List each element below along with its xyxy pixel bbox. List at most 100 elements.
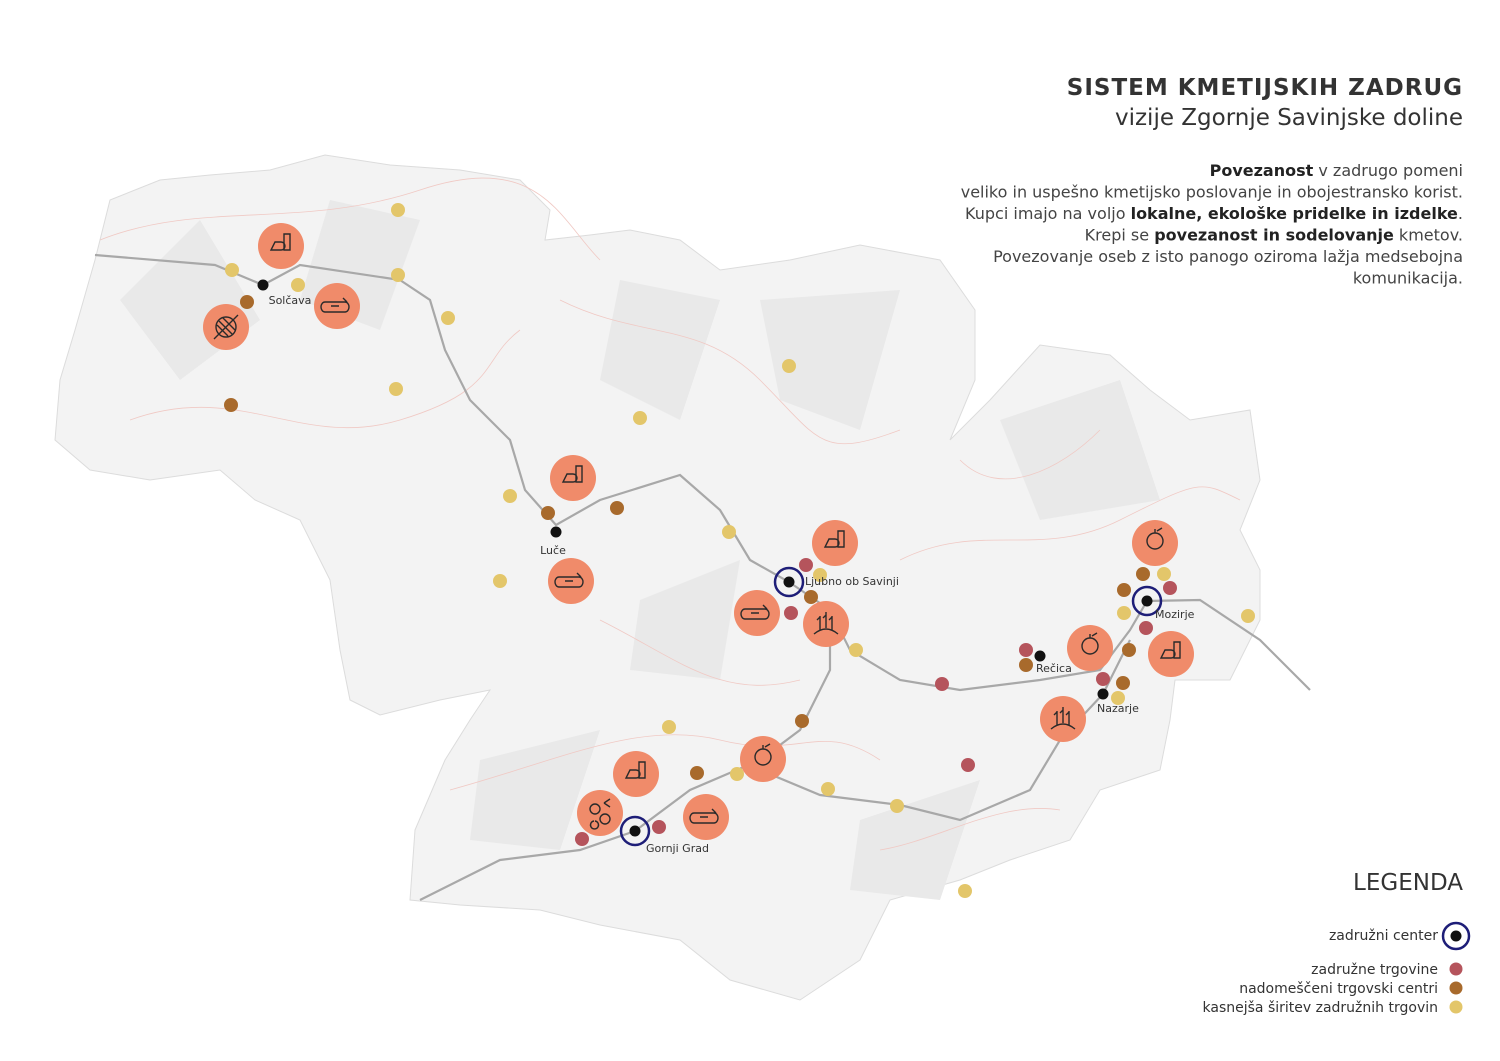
text: v zadrugo pomeni <box>1313 161 1463 180</box>
icon-glyph <box>1050 707 1076 730</box>
legend-dot <box>1449 981 1463 995</box>
shop-dot <box>391 203 405 217</box>
shop-dot <box>1117 606 1131 620</box>
shop-dot <box>1139 621 1153 635</box>
icon-circle <box>1148 631 1194 677</box>
shop-dot <box>225 263 239 277</box>
legend-dot <box>1450 930 1462 942</box>
text: veliko in uspešno kmetijsko poslovanje i… <box>961 183 1463 202</box>
icon-glyph <box>554 572 584 588</box>
product-icon <box>734 590 780 636</box>
shop-dot <box>291 278 305 292</box>
shop-dot <box>224 398 238 412</box>
town-dot <box>1034 650 1046 662</box>
shop-dot <box>1136 567 1150 581</box>
shop-dot <box>821 782 835 796</box>
town-dot <box>1097 688 1109 700</box>
subtitle: vizije Zgornje Savinjske doline <box>1115 105 1463 131</box>
shop-dot <box>784 606 798 620</box>
icon-glyph <box>269 233 291 251</box>
product-icon <box>577 790 623 836</box>
shop-dot <box>610 501 624 515</box>
shop-dot <box>1117 583 1131 597</box>
shop-dot <box>493 574 507 588</box>
description-line: veliko in uspešno kmetijsko poslovanje i… <box>961 183 1463 202</box>
legend-dot <box>1449 1000 1463 1014</box>
town-dot <box>629 825 641 837</box>
product-icon <box>1132 520 1178 566</box>
text: Krepi se <box>1085 226 1155 245</box>
icon-circle <box>740 736 786 782</box>
place-label: Gornji Grad <box>646 842 709 855</box>
place-label: Luče <box>540 544 566 557</box>
icon-glyph <box>1159 641 1181 659</box>
icon-glyph <box>589 798 611 830</box>
shop-markers <box>224 203 1255 898</box>
icon-glyph <box>813 612 839 635</box>
shop-dot <box>662 720 676 734</box>
shop-dot <box>1241 609 1255 623</box>
title: SISTEM KMETIJSKIH ZADRUG <box>1067 75 1463 101</box>
description-line: Kupci imajo na voljo lokalne, ekološke p… <box>965 204 1463 223</box>
place-label: Mozirje <box>1155 608 1195 621</box>
shop-dot <box>503 489 517 503</box>
shop-dot <box>1163 581 1177 595</box>
icon-glyph <box>561 465 583 483</box>
icon-circle <box>577 790 623 836</box>
product-icon <box>812 520 858 566</box>
place-label: Ljubno ob Savinji <box>805 575 899 588</box>
bold-text: lokalne, ekološke pridelke in izdelke <box>1131 204 1458 223</box>
place-label: Rečica <box>1036 662 1072 675</box>
product-icon <box>1148 631 1194 677</box>
description: Povezanost v zadrugo pomeni veliko in usp… <box>961 161 1463 288</box>
icon-circle <box>613 751 659 797</box>
cooperative-center-ring <box>1131 585 1163 617</box>
shop-dot <box>652 820 666 834</box>
cooperative-center-ring <box>619 815 651 847</box>
icon-glyph <box>213 314 239 340</box>
legend-title: LEGENDA <box>1353 870 1463 896</box>
shop-dot <box>730 767 744 781</box>
shop-dot <box>958 884 972 898</box>
shop-dot <box>240 295 254 309</box>
text: Povezovanje oseb z isto panogo oziroma l… <box>993 247 1463 266</box>
shop-dot <box>722 525 736 539</box>
shop-dot <box>1096 672 1110 686</box>
shop-dot <box>935 677 949 691</box>
shop-dot <box>1019 643 1033 657</box>
legend-label: zadružni center <box>1329 928 1438 944</box>
product-icon <box>1040 696 1086 742</box>
product-icon <box>314 283 360 329</box>
product-icon <box>613 751 659 797</box>
product-icon <box>550 455 596 501</box>
description-line: Povezanost v zadrugo pomeni <box>1210 161 1463 180</box>
shop-dot <box>575 832 589 846</box>
legend: LEGENDA zadružni center zadružne trgovine n… <box>1203 870 1471 1016</box>
description-line: Povezovanje oseb z isto panogo oziroma l… <box>993 247 1463 266</box>
icon-circle <box>1132 520 1178 566</box>
legend-label: kasnejša širitev zadružnih trgovin <box>1203 1000 1438 1016</box>
shop-dot <box>804 590 818 604</box>
shop-dot <box>690 766 704 780</box>
text: Kupci imajo na voljo <box>965 204 1131 223</box>
cooperative-center-ring <box>773 566 805 598</box>
product-icon <box>803 601 849 647</box>
icon-glyph <box>823 530 845 548</box>
legend-label: nadomeščeni trgovski centri <box>1239 981 1438 997</box>
shop-dot <box>782 359 796 373</box>
product-icon <box>740 736 786 782</box>
shop-dot <box>849 643 863 657</box>
legend-label: zadružne trgovine <box>1311 962 1438 978</box>
icon-glyph <box>1081 632 1099 655</box>
description-line: komunikacija. <box>1353 269 1463 288</box>
description-line: Krepi se povezanost in sodelovanje kmeto… <box>1085 226 1463 245</box>
product-icon <box>258 223 304 269</box>
product-icon <box>683 794 729 840</box>
legend-ring <box>1441 921 1471 951</box>
icon-glyph <box>624 761 646 779</box>
shop-dot <box>1019 658 1033 672</box>
text: komunikacija. <box>1353 269 1463 288</box>
icon-glyph <box>1146 527 1164 550</box>
icon-circle <box>258 223 304 269</box>
